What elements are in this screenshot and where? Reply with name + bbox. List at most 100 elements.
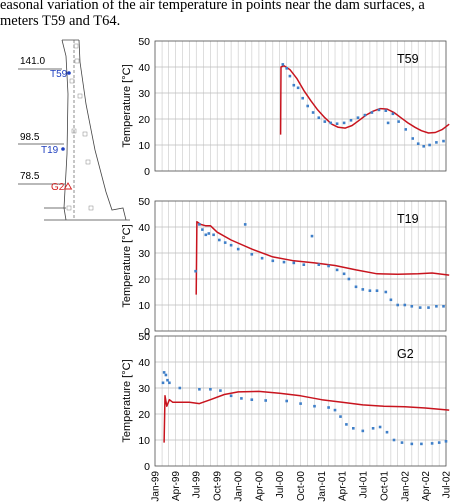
measured-data-point — [229, 243, 233, 247]
measured-data-point — [352, 427, 355, 430]
y-tick-label: 40 — [138, 62, 150, 74]
plot-frame — [154, 335, 447, 467]
dam-upstream-face — [61, 39, 69, 221]
measured-data-point — [430, 442, 434, 445]
measured-data-point — [333, 408, 337, 412]
elevation-label-78: 78.5 — [20, 171, 40, 182]
gauge-label-t59: T59 — [50, 69, 68, 80]
gallery-box — [82, 131, 88, 137]
measured-data-point — [435, 141, 438, 144]
measured-data-point — [384, 290, 388, 294]
model-temperature-line — [195, 221, 450, 295]
measured-data-point — [335, 268, 339, 272]
y-tick-label: 30 — [138, 248, 150, 260]
measured-data-point — [368, 289, 372, 292]
measured-data-point — [194, 269, 197, 273]
measured-data-point — [385, 430, 389, 434]
x-tick-label: Jul-02 — [442, 471, 453, 499]
y-tick-label: 20 — [138, 409, 150, 421]
measured-data-point — [345, 423, 348, 426]
y-tick-label: 30 — [138, 383, 150, 395]
y-tick-label: 20 — [138, 274, 150, 286]
measured-data-point — [354, 285, 358, 289]
dam-cross-section: 141.0 98.5 78.5 T59 T19 G2 — [18, 39, 130, 221]
measured-data-point — [243, 223, 247, 226]
measured-data-point — [391, 112, 395, 116]
measured-data-point — [375, 289, 379, 292]
gallery-box — [77, 93, 83, 99]
measured-data-point — [410, 305, 414, 308]
measured-data-point — [198, 223, 201, 226]
x-tick-label: Jan-99 — [151, 471, 162, 502]
gauge-label-t19: T19 — [41, 145, 59, 156]
measured-data-point — [422, 145, 425, 148]
y-tick-label: 40 — [138, 357, 150, 369]
measured-data-point — [347, 277, 351, 281]
gauge-marker-t19 — [61, 147, 65, 151]
measured-data-point — [349, 119, 353, 122]
measured-data-point — [313, 404, 316, 408]
y-tick-label: 0 — [144, 461, 150, 473]
y-tick-label: 0 — [144, 326, 150, 338]
measured-data-point — [342, 121, 346, 125]
measured-data-point — [285, 67, 288, 70]
measured-data-point — [416, 142, 420, 145]
measured-data-point — [361, 288, 365, 291]
caption-line-2: meters T59 and T64. — [0, 13, 121, 29]
measured-data-point — [418, 306, 422, 309]
y-axis-label: Temperature [°C] — [121, 64, 133, 147]
y-axis-label: Temperature [°C] — [121, 224, 133, 307]
measured-data-point — [371, 427, 375, 430]
measured-data-point — [296, 86, 300, 90]
measured-data-point — [209, 388, 212, 391]
gallery-box — [69, 78, 75, 84]
measured-data-point — [299, 402, 302, 405]
panel-label: T19 — [397, 212, 419, 226]
measured-data-point — [201, 228, 204, 231]
measured-data-point — [370, 111, 374, 114]
measured-data-point — [250, 253, 254, 256]
y-tick-label: 20 — [138, 114, 150, 126]
measured-data-point — [392, 438, 396, 442]
measured-data-point — [327, 264, 330, 268]
plot-frame — [154, 40, 447, 172]
measured-data-point — [361, 429, 365, 433]
measured-data-point — [442, 305, 445, 308]
measured-data-point — [389, 298, 393, 302]
measured-data-point — [396, 303, 399, 307]
measured-data-point — [260, 256, 264, 260]
y-tick-label: 50 — [138, 331, 150, 343]
model-temperature-line — [163, 390, 450, 443]
gallery-box — [73, 43, 79, 49]
plot-frame — [154, 200, 447, 332]
x-tick-label: Apr-02 — [421, 471, 432, 501]
measured-data-point — [404, 128, 407, 131]
y-tick-label: 30 — [138, 88, 150, 100]
measured-data-point — [219, 389, 222, 392]
gallery-box — [85, 159, 91, 165]
measured-data-point — [442, 139, 445, 143]
measured-data-point — [282, 260, 286, 264]
x-tick-label: Jan-02 — [400, 471, 411, 502]
x-tick-label: Apr-01 — [338, 471, 349, 501]
warning-triangle-icon — [63, 182, 73, 190]
measured-data-point — [428, 143, 431, 147]
gallery-box — [88, 205, 94, 211]
measured-data-point — [162, 371, 166, 374]
y-tick-label: 10 — [138, 300, 150, 312]
measured-data-point — [204, 233, 208, 237]
measured-data-point — [384, 109, 388, 112]
measured-data-point — [420, 442, 423, 446]
x-tick-label: Jul-99 — [192, 471, 203, 499]
measured-data-point — [198, 388, 201, 391]
measured-data-point — [386, 121, 390, 125]
measured-data-point — [378, 425, 382, 429]
gallery-box — [66, 205, 72, 211]
panel-label: T59 — [397, 52, 419, 66]
measured-data-point — [342, 272, 346, 276]
measured-data-point — [161, 381, 165, 385]
measured-data-point — [327, 406, 330, 409]
gallery-box — [74, 58, 80, 64]
x-tick-label: Oct-01 — [379, 471, 390, 501]
measured-data-point — [400, 441, 404, 444]
